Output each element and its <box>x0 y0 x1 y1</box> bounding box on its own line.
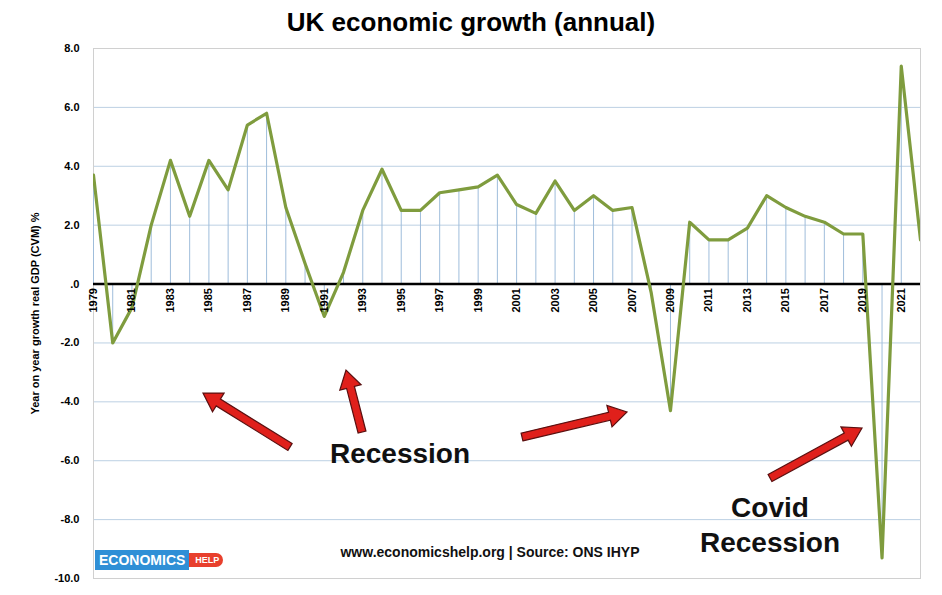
svg-text:2015: 2015 <box>779 288 791 312</box>
svg-text:2.0: 2.0 <box>64 219 79 231</box>
svg-text:6.0: 6.0 <box>64 101 79 113</box>
svg-text:1979: 1979 <box>87 288 99 312</box>
svg-text:2005: 2005 <box>587 288 599 312</box>
svg-text:1993: 1993 <box>356 288 368 312</box>
svg-text:2007: 2007 <box>626 288 638 312</box>
html-text:HELP: HELP <box>195 555 220 565</box>
svg-text:1981: 1981 <box>125 288 137 312</box>
svg-text:1985: 1985 <box>202 288 214 312</box>
svg-text:2009: 2009 <box>664 288 676 312</box>
svg-text:1999: 1999 <box>472 288 484 312</box>
svg-text:2001: 2001 <box>510 288 522 312</box>
svg-text:4.0: 4.0 <box>64 160 79 172</box>
svg-text:1983: 1983 <box>164 288 176 312</box>
html-text:www.economicshelp.org | Source: www.economicshelp.org | Source: ONS IHYP <box>340 544 640 560</box>
svg-text:Year on year growth real GDP (: Year on year growth real GDP (CVM) % <box>29 212 41 414</box>
svg-text:-2.0: -2.0 <box>61 336 80 348</box>
html-text:Covid Recession: Covid Recession <box>700 492 840 558</box>
svg-text:1997: 1997 <box>433 288 445 312</box>
svg-text:-10.0: -10.0 <box>54 572 79 584</box>
svg-text:1991: 1991 <box>318 288 330 312</box>
svg-text:-4.0: -4.0 <box>61 395 80 407</box>
svg-text:2011: 2011 <box>702 288 714 312</box>
svg-text:1989: 1989 <box>279 288 291 312</box>
html-text:Recession: Recession <box>330 438 470 469</box>
svg-text:-8.0: -8.0 <box>61 513 80 525</box>
svg-text:.0: .0 <box>70 278 79 290</box>
svg-text:-6.0: -6.0 <box>61 454 80 466</box>
svg-text:1987: 1987 <box>241 288 253 312</box>
svg-text:1995: 1995 <box>395 288 407 312</box>
html-text:ECONOMICS: ECONOMICS <box>99 552 186 568</box>
svg-text:2013: 2013 <box>741 288 753 312</box>
svg-text:2017: 2017 <box>818 288 830 312</box>
html-text:UK economic growth (annual): UK economic growth (annual) <box>286 7 656 37</box>
svg-text:2019: 2019 <box>856 288 868 312</box>
svg-text:2003: 2003 <box>549 288 561 312</box>
svg-text:2021: 2021 <box>895 288 907 312</box>
svg-text:8.0: 8.0 <box>64 42 79 54</box>
